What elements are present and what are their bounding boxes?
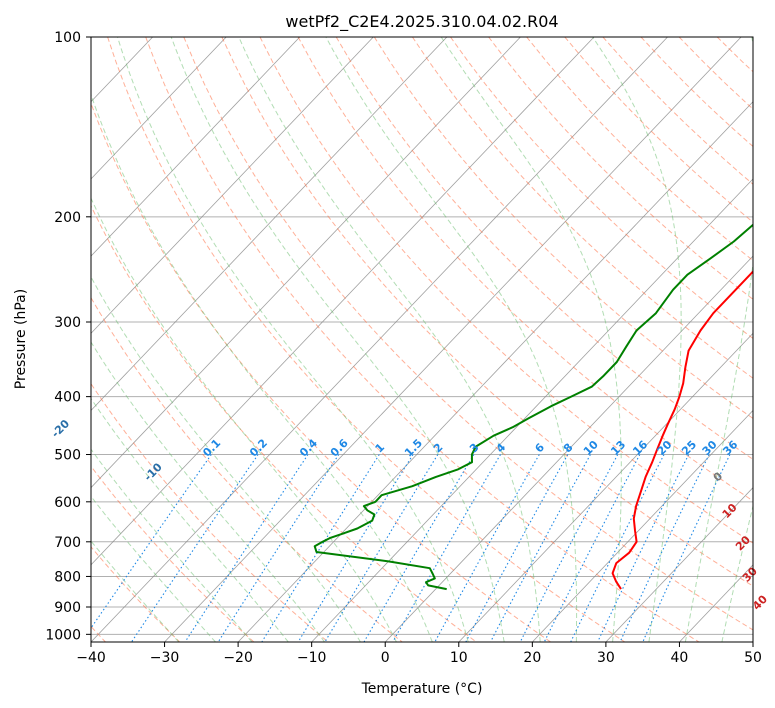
moist-adiabat [684,37,753,642]
x-axis-ticks: −40 −30 −20 −10 0 10 20 30 40 50 [76,642,762,666]
mixing-ratio-line [131,454,259,642]
isotherm [384,255,753,642]
moist-adiabat [117,37,469,642]
mixing-ratio-line [324,454,439,642]
y-tick-label: 300 [54,315,81,331]
isotherm [91,37,374,334]
moist-adiabat [91,448,253,642]
moist-adiabat [721,503,753,642]
moist-adiabat [91,540,180,642]
isotherm [237,101,753,642]
dry-adiabat [91,296,403,642]
y-tick-label: 500 [54,448,81,464]
isotherm [458,332,753,642]
mixing-ratio-line [184,454,309,642]
dry-adiabat [91,546,181,642]
x-tick-label: −10 [297,650,327,666]
moist-adiabat [91,276,361,642]
profile-line-2 [313,223,753,591]
mixing-ratio-line [434,454,540,642]
isotherm [91,37,668,642]
y-tick-label: 900 [54,600,81,616]
isotherm [311,178,753,642]
x-tick-label: −40 [76,650,106,666]
y-tick-label: 400 [54,390,81,406]
x-tick-label: 40 [671,650,689,666]
mixing-ratio-line [392,454,501,642]
dry-adiabat [91,204,477,642]
moist-adiabat [440,37,622,642]
isotherm [91,37,301,257]
isotherm [605,487,753,642]
chart-title: wetPf2_C2E4.2025.310.04.02.R04 [285,12,558,32]
moist-adiabat [91,495,216,642]
y-tick-label: 100 [54,30,81,46]
y-tick-label: 200 [54,210,81,226]
y-axis-ticks: 100 200 300 400 500 600 700 800 900 1000 [45,30,91,643]
dry-adiabat [259,37,753,544]
x-tick-label: 0 [381,650,390,666]
moist-adiabat [325,37,578,642]
isotherm [91,37,595,566]
x-tick-label: −30 [150,650,180,666]
moist-adiabat [91,341,325,642]
x-tick-label: 20 [523,650,541,666]
x-tick-label: −20 [223,650,253,666]
moist-adiabat [592,37,682,642]
plot-frame [90,36,754,643]
isotherm [91,37,227,180]
moist-adiabat [91,93,433,642]
y-tick-label: 800 [54,569,81,585]
moist-adiabat [238,37,541,642]
mixing-ratio-line [465,454,569,642]
x-axis-label: Temperature (°C) [361,681,483,697]
y-tick-label: 600 [54,495,81,511]
isotherm [532,409,753,642]
y-tick-label: 1000 [45,627,81,643]
y-tick-label: 700 [54,535,81,551]
isotherm [91,37,448,412]
dry-adiabat [91,101,551,642]
dry-adiabat [91,382,329,642]
x-tick-label: 50 [744,650,762,666]
x-tick-label: 30 [597,650,615,666]
moist-adiabat [91,197,397,642]
mixing-ratio-line [519,454,619,642]
profile-line-1 [611,270,753,590]
isotherm [91,37,521,489]
background-lines [91,37,753,642]
profile-lines [313,223,753,591]
mixing-ratio-line [297,454,414,642]
y-axis-label: Pressure (hPa) [13,289,29,389]
mixing-ratio-line [490,454,591,642]
dry-adiabat [221,37,753,587]
mixing-ratio-line [543,454,641,642]
moist-adiabat [91,397,289,642]
isotherm [164,37,742,642]
mixing-ratio-line [642,454,731,642]
moist-adiabat [170,37,505,642]
x-tick-label: 10 [450,650,468,666]
dry-adiabat [183,37,753,631]
